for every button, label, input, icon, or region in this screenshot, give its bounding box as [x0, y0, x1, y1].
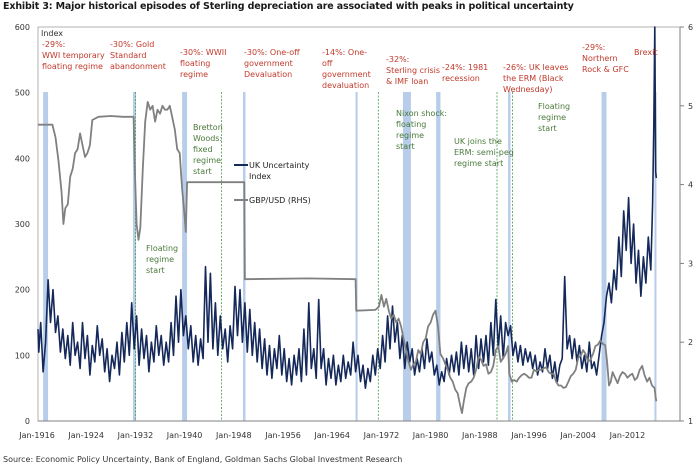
- annotation-depreciation: -26%: UK leaves the ERM (Black Wednesday): [503, 63, 568, 94]
- series-line-uk-uncertainty: [37, 26, 658, 390]
- x-tick-label: Jan-1956: [264, 431, 301, 440]
- y-left-ticks: 0 100 200 300 400 500 600: [15, 23, 30, 426]
- y-right-tick-label: 2: [688, 338, 693, 347]
- episode-band: [355, 92, 358, 421]
- y-right-tick-label: 3: [688, 259, 693, 268]
- y-left-tick-label: 600: [15, 23, 30, 32]
- episode-band: [402, 92, 411, 421]
- x-tick-label: Jan-1932: [117, 431, 154, 440]
- x-tick-label: Jan-1948: [215, 431, 252, 440]
- x-tick-label: Jan-1980: [412, 431, 449, 440]
- x-ticks: Jan-1916 Jan-1924 Jan-1932 Jan-1940 Jan-1948…: [18, 431, 645, 440]
- x-tick-label: Jan-1940: [166, 431, 203, 440]
- legend-label-uncertainty-line2: Index: [249, 172, 271, 181]
- annotations-red: -29%: WWI temporary floating regime-30%: G…: [42, 40, 657, 94]
- annotation-depreciation: -14%: One-off government devaluation: [322, 48, 371, 90]
- annotation-depreciation: Brexit: [634, 48, 657, 57]
- source-note: Source: Economic Policy Uncertainty, Ban…: [3, 455, 403, 464]
- annotation-depreciation: -32%: Sterling crisis & IMF loan: [386, 55, 440, 86]
- annotation-regime: Nixon shock: floating regime start: [396, 109, 447, 151]
- x-tick-label: Jan-1996: [510, 431, 547, 440]
- series-line-gbpusd: [38, 101, 658, 415]
- chart-title: Exhibit 3: Major historical episodes of …: [3, 1, 574, 12]
- episode-band: [508, 92, 511, 421]
- annotation-regime: Floating regime start: [146, 244, 178, 275]
- legend: UK Uncertainty Index GBP/USD (RHS): [234, 161, 311, 205]
- legend-label-uncertainty: UK Uncertainty: [249, 161, 310, 170]
- y-right-tick-label: 5: [688, 102, 693, 111]
- y-left-tick-label: 300: [15, 220, 30, 229]
- annotation-depreciation: -29%: Northern Rock & GFC: [582, 43, 629, 74]
- episode-band: [43, 92, 49, 421]
- annotation-depreciation: -29%: WWI temporary floating regime: [42, 40, 105, 71]
- legend-label-gbpusd: GBP/USD (RHS): [249, 196, 311, 205]
- x-tick-label: Jan-1972: [363, 431, 400, 440]
- annotation-depreciation: -30%: One-off government Devaluation: [244, 48, 300, 79]
- y-left-tick-label: 400: [15, 154, 30, 163]
- y-left-tick-label: 200: [15, 286, 30, 295]
- x-tick-label: Jan-2004: [559, 431, 596, 440]
- episode-band: [132, 92, 137, 421]
- y-right-ticks: 1 2 3 4 5 6: [680, 23, 693, 426]
- series-lines: [37, 26, 658, 415]
- annotations-green: Floating regime start Bretton Woods: fixed reg…: [146, 102, 570, 275]
- y-left-tick-label: 100: [15, 351, 30, 360]
- y-axis-unit-label: Index: [41, 29, 63, 38]
- axes: [38, 27, 681, 422]
- x-tick-label: Jan-1916: [18, 431, 55, 440]
- x-tick-label: Jan-2012: [609, 431, 646, 440]
- annotation-regime: Bretton Woods: fixed regime start: [193, 123, 223, 176]
- episode-band: [182, 92, 188, 421]
- episode-band: [436, 92, 441, 421]
- y-right-tick-label: 4: [688, 181, 693, 190]
- y-left-tick-label: 0: [25, 417, 30, 426]
- x-tick-label: Jan-1964: [313, 431, 350, 440]
- annotation-regime: Floating regime start: [538, 102, 570, 133]
- regime-lines: [134, 92, 513, 421]
- y-left-tick-label: 500: [15, 89, 30, 98]
- y-right-tick-label: 1: [688, 417, 693, 426]
- x-tick-label: Jan-1924: [67, 431, 104, 440]
- annotation-regime: UK joins the ERM: semi-peg regime start: [454, 137, 514, 168]
- episode-band: [601, 92, 607, 421]
- annotation-depreciation: -30%: Gold Standard abandonment: [110, 40, 166, 71]
- annotation-depreciation: -24%: 1981 recession: [442, 63, 488, 83]
- x-tick-label: Jan-1988: [461, 431, 498, 440]
- annotation-depreciation: -30%: WWII floating regime: [180, 48, 226, 79]
- y-right-tick-label: 6: [688, 23, 693, 32]
- episode-band: [654, 92, 657, 421]
